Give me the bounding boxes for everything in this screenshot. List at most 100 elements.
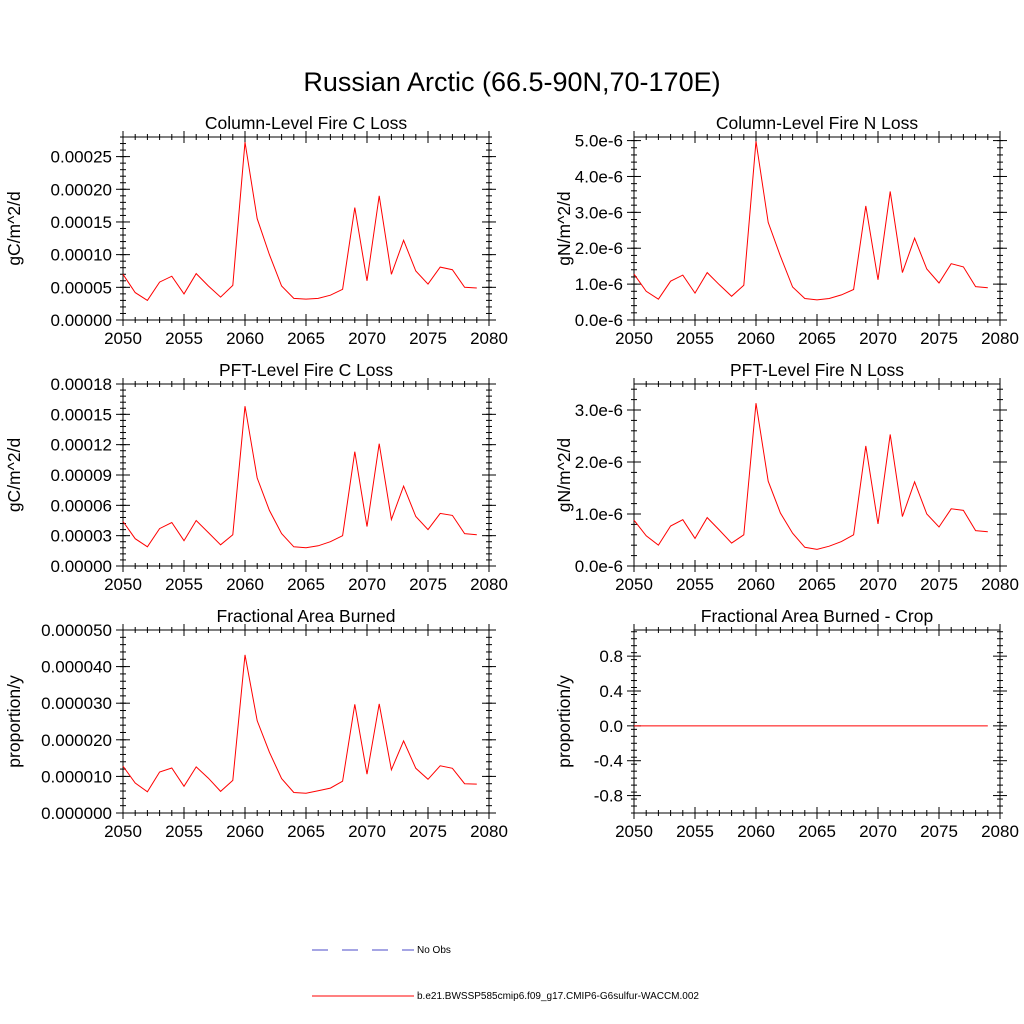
- pft-fire-c-ytick-label: 0.00006: [51, 496, 112, 515]
- col-fire-c-xtick-label: 2050: [104, 329, 142, 348]
- area-burned-crop-ylabel: proportion/y: [554, 675, 574, 768]
- col-fire-c-ytick-label: 0.00000: [51, 311, 112, 330]
- col-fire-c-xtick-label: 2060: [226, 329, 264, 348]
- area-burned-ytick-label: 0.000010: [41, 767, 112, 786]
- col-fire-n-title: Column-Level Fire N Loss: [716, 113, 919, 133]
- col-fire-n-xtick-label: 2055: [676, 329, 714, 348]
- pft-fire-c-xtick-label: 2055: [165, 575, 203, 594]
- area-burned-xtick-label: 2080: [470, 822, 508, 841]
- pft-fire-n-xtick-label: 2075: [920, 575, 958, 594]
- area-burned-ytick-label: 0.000020: [41, 731, 112, 750]
- pft-fire-n-series-line: [633, 403, 988, 550]
- pft-fire-n-xtick-label: 2050: [615, 575, 653, 594]
- pft-fire-n-title: PFT-Level Fire N Loss: [730, 360, 904, 380]
- area-burned-title: Fractional Area Burned: [217, 606, 396, 626]
- pft-fire-n-ytick-label: 2.0e-6: [575, 453, 623, 472]
- area-burned-ytick-label: 0.000000: [41, 804, 112, 823]
- col-fire-c-xtick-label: 2065: [287, 329, 325, 348]
- col-fire-n-xtick-label: 2065: [798, 329, 836, 348]
- area-burned-crop-ytick-label: 0.4: [599, 682, 623, 701]
- col-fire-n-ylabel: gN/m^2/d: [554, 191, 574, 265]
- pft-fire-c-ytick-label: 0.00003: [51, 527, 112, 546]
- col-fire-n-xtick-label: 2080: [981, 329, 1019, 348]
- pft-fire-n-xtick-label: 2080: [981, 575, 1019, 594]
- col-fire-c-xtick-label: 2080: [470, 329, 508, 348]
- pft-fire-c-ytick-label: 0.00009: [51, 466, 112, 485]
- pft-fire-n-frame: [633, 383, 1001, 567]
- col-fire-n-ytick-label: 1.0e-6: [575, 275, 623, 294]
- panel-pft-fire-n: 2050 2055 2060 2065 2070 2075 2080 0.0e-6 1.0e-6…: [554, 360, 1019, 594]
- col-fire-n-xtick-label: 2070: [859, 329, 897, 348]
- area-burned-xtick-label: 2075: [409, 822, 447, 841]
- pft-fire-n-xtick-label: 2055: [676, 575, 714, 594]
- col-fire-c-ytick-label: 0.00020: [51, 180, 112, 199]
- col-fire-c-ytick-label: 0.00015: [51, 213, 112, 232]
- pft-fire-c-title: PFT-Level Fire C Loss: [219, 360, 393, 380]
- pft-fire-c-xtick-label: 2080: [470, 575, 508, 594]
- figure-title: Russian Arctic (66.5-90N,70-170E): [303, 67, 720, 97]
- area-burned-crop-frame: [633, 629, 1001, 814]
- panel-area-burned-crop: 2050 2055 2060 2065 2070 2075 2080 -0.8 -0.4 0.0 0…: [554, 606, 1019, 841]
- legend: No Obs b.e21.BWSSP585cmip6.f09_g17.CMIP6…: [312, 945, 699, 1002]
- pft-fire-c-xtick-label: 2065: [287, 575, 325, 594]
- col-fire-c-xtick-label: 2070: [348, 329, 386, 348]
- area-burned-xtick-label: 2070: [348, 822, 386, 841]
- panel-area-burned: 2050 2055 2060 2065 2070 2075 2080 0.000000 0.00…: [4, 606, 508, 841]
- area-burned-crop-xtick-label: 2075: [920, 822, 958, 841]
- pft-fire-n-xtick-label: 2070: [859, 575, 897, 594]
- legend-model-label: b.e21.BWSSP585cmip6.f09_g17.CMIP6-G6sulf…: [417, 991, 699, 1002]
- col-fire-c-xtick-label: 2055: [165, 329, 203, 348]
- col-fire-c-frame: [122, 136, 490, 321]
- area-burned-series-line: [122, 654, 477, 794]
- area-burned-ytick-label: 0.000030: [41, 694, 112, 713]
- pft-fire-n-xtick-label: 2065: [798, 575, 836, 594]
- col-fire-c-title: Column-Level Fire C Loss: [205, 113, 408, 133]
- col-fire-n-xtick-label: 2050: [615, 329, 653, 348]
- area-burned-crop-ytick-label: -0.4: [594, 752, 623, 771]
- area-burned-xtick-label: 2055: [165, 822, 203, 841]
- col-fire-n-ytick-label: 5.0e-6: [575, 132, 623, 151]
- pft-fire-c-ytick-label: 0.00015: [51, 405, 112, 424]
- area-burned-crop-xtick-label: 2070: [859, 822, 897, 841]
- col-fire-c-ytick-label: 0.00005: [51, 278, 112, 297]
- panel-col-fire-n: 2050 2055 2060 2065 2070 2075 2080 0.0e-6 1.0e-6…: [554, 113, 1019, 348]
- pft-fire-n-xtick-label: 2060: [737, 575, 775, 594]
- col-fire-c-ytick-label: 0.00010: [51, 246, 112, 265]
- area-burned-crop-xtick-label: 2050: [615, 822, 653, 841]
- pft-fire-c-frame: [122, 383, 490, 567]
- area-burned-crop-xtick-label: 2080: [981, 822, 1019, 841]
- area-burned-frame: [122, 629, 490, 814]
- panel-pft-fire-c: 2050 2055 2060 2065 2070 2075 2080 0.00000 0.000…: [4, 360, 508, 594]
- area-burned-crop-xtick-label: 2055: [676, 822, 714, 841]
- col-fire-n-frame: [633, 136, 1001, 321]
- col-fire-n-ytick-label: 4.0e-6: [575, 167, 623, 186]
- area-burned-crop-ytick-label: 0.8: [599, 647, 623, 666]
- area-burned-xtick-label: 2065: [287, 822, 325, 841]
- area-burned-crop-xtick-label: 2065: [798, 822, 836, 841]
- col-fire-n-xtick-label: 2060: [737, 329, 775, 348]
- col-fire-n-xtick-label: 2075: [920, 329, 958, 348]
- col-fire-c-series-line: [122, 142, 477, 302]
- area-burned-xtick-label: 2060: [226, 822, 264, 841]
- legend-obs-label: No Obs: [417, 945, 451, 956]
- col-fire-c-xtick-label: 2075: [409, 329, 447, 348]
- pft-fire-c-ytick-label: 0.00012: [51, 436, 112, 455]
- area-burned-xtick-label: 2050: [104, 822, 142, 841]
- area-burned-ytick-label: 0.000050: [41, 621, 112, 640]
- area-burned-ytick-label: 0.000040: [41, 658, 112, 677]
- panel-col-fire-c: 2050 2055 2060 2065 2070 2075 2080 0.00000 0.000…: [4, 113, 508, 348]
- pft-fire-n-ytick-label: 3.0e-6: [575, 401, 623, 420]
- pft-fire-c-series-line: [122, 406, 477, 549]
- pft-fire-c-xtick-label: 2060: [226, 575, 264, 594]
- pft-fire-n-ytick-label: 1.0e-6: [575, 505, 623, 524]
- col-fire-n-ytick-label: 3.0e-6: [575, 203, 623, 222]
- pft-fire-c-ytick-label: 0.00018: [51, 375, 112, 394]
- pft-fire-c-xtick-label: 2075: [409, 575, 447, 594]
- pft-fire-n-ylabel: gN/m^2/d: [554, 438, 574, 512]
- col-fire-n-ytick-label: 2.0e-6: [575, 239, 623, 258]
- col-fire-c-ytick-label: 0.00025: [51, 148, 112, 167]
- area-burned-crop-title: Fractional Area Burned - Crop: [701, 606, 933, 626]
- pft-fire-c-xtick-label: 2070: [348, 575, 386, 594]
- pft-fire-c-ytick-label: 0.00000: [51, 557, 112, 576]
